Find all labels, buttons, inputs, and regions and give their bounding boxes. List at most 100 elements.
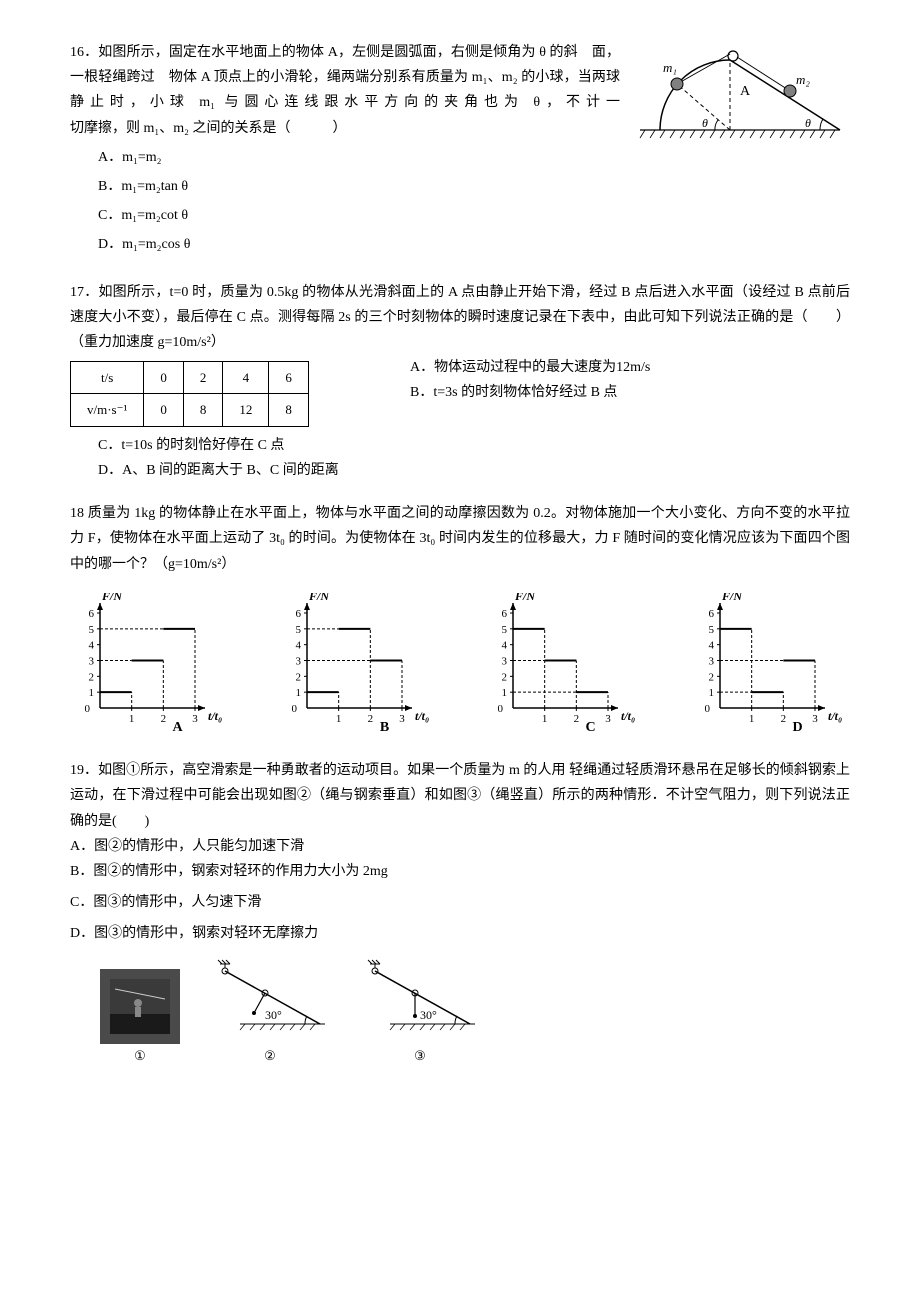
q17-row2-label: v/m·s⁻¹ — [71, 394, 144, 426]
svg-text:3: 3 — [606, 713, 612, 725]
q17-cell: 2 — [183, 362, 223, 394]
svg-text:1: 1 — [542, 713, 548, 725]
q17-table: t/s 0 2 4 6 v/m·s⁻¹ 0 8 12 8 — [70, 361, 309, 427]
q19-body: 如图①所示，高空滑索是一种勇敢者的运动项目。如果一个质量为 m 的人用 轻绳通过… — [70, 763, 850, 828]
svg-text:5: 5 — [295, 624, 301, 636]
q17-cell: 8 — [269, 394, 309, 426]
svg-text:3: 3 — [812, 713, 818, 725]
svg-text:3: 3 — [708, 655, 714, 667]
svg-text:F/N: F/N — [308, 593, 330, 603]
svg-text:1: 1 — [502, 687, 508, 699]
svg-text:D: D — [792, 720, 802, 733]
q19-figures: ① 30° — [100, 956, 850, 1067]
q19-option-d: D．图③的情形中，钢索对轻环无摩擦力 — [70, 921, 850, 946]
svg-text:1: 1 — [336, 713, 342, 725]
q19-fig2: 30° ② — [210, 956, 330, 1067]
q16-theta-right: θ — [805, 116, 811, 130]
q17-cell: 6 — [269, 362, 309, 394]
question-18: 18 质量为 1kg 的物体静止在水平面上，物体与水平面之间的动摩擦因数为 0.… — [70, 501, 850, 740]
svg-text:4: 4 — [708, 639, 714, 651]
svg-text:0: 0 — [498, 703, 504, 715]
question-16: θ θ m₁ m₂ A 16．如图所示，固定在水平地面上的物体 A，左侧是圆弧面… — [70, 40, 850, 262]
svg-text:2: 2 — [574, 713, 580, 725]
q19-fig3-label: ③ — [360, 1044, 480, 1067]
svg-text:6: 6 — [502, 608, 508, 620]
q19-fig1: ① — [100, 969, 180, 1067]
svg-text:4: 4 — [502, 639, 508, 651]
svg-text:2: 2 — [367, 713, 373, 725]
q19-number: 19． — [70, 763, 98, 778]
svg-text:6: 6 — [708, 608, 714, 620]
q16-option-c: C．m₁=m₂cot θ — [98, 203, 850, 228]
q17-option-a: A．物体运动过程中的最大速度为12m/s — [410, 355, 850, 380]
q16-theta-left: θ — [702, 116, 708, 130]
svg-text:3: 3 — [192, 713, 198, 725]
q17-option-d: D．A、B 间的距离大于 B、C 间的距离 — [98, 458, 850, 483]
svg-text:3: 3 — [399, 713, 405, 725]
svg-text:3: 3 — [502, 655, 508, 667]
svg-text:C: C — [586, 720, 596, 733]
svg-text:2: 2 — [781, 713, 787, 725]
q17-body: 如图所示，t=0 时，质量为 0.5kg 的物体从光滑斜面上的 A 点由静止开始… — [70, 285, 850, 350]
svg-text:6: 6 — [295, 608, 301, 620]
svg-text:6: 6 — [89, 608, 95, 620]
svg-text:1: 1 — [129, 713, 135, 725]
svg-text:t/t₀: t/t₀ — [415, 709, 429, 723]
q18-text: 18 质量为 1kg 的物体静止在水平面上，物体与水平面之间的动摩擦因数为 0.… — [70, 501, 850, 577]
q17-side-options: A．物体运动过程中的最大速度为12m/s B．t=3s 的时刻物体恰好经过 B … — [410, 355, 850, 405]
svg-text:5: 5 — [89, 624, 95, 636]
q19-fig2-label: ② — [210, 1044, 330, 1067]
svg-text:1: 1 — [749, 713, 755, 725]
q18-chart-A: 0123456123F/Nt/t₀A — [70, 593, 230, 740]
svg-text:2: 2 — [295, 671, 301, 683]
q18-chart-C: 0123456123F/Nt/t₀C — [483, 593, 643, 740]
svg-text:F/N: F/N — [101, 593, 123, 603]
q19-fig2-angle: 30° — [265, 1008, 282, 1022]
q16-option-d: D．m₁=m₂cos θ — [98, 232, 850, 257]
svg-text:1: 1 — [708, 687, 714, 699]
svg-text:1: 1 — [295, 687, 301, 699]
q17-cell: 0 — [144, 362, 184, 394]
svg-text:3: 3 — [89, 655, 95, 667]
q17-number: 17． — [70, 285, 98, 300]
q19-option-b: B．图②的情形中，钢索对轻环的作用力大小为 2mg — [70, 859, 850, 884]
svg-text:0: 0 — [704, 703, 710, 715]
q18-number: 18 — [70, 506, 84, 521]
svg-text:1: 1 — [89, 687, 95, 699]
svg-text:2: 2 — [89, 671, 95, 683]
q19-option-a: A．图②的情形中，人只能匀加速下滑 — [70, 834, 850, 859]
q16-label-m2: m₂ — [796, 72, 810, 87]
svg-text:B: B — [379, 720, 388, 733]
q18-chart-D: 0123456123F/Nt/t₀D — [690, 593, 850, 740]
q16-label-m1: m₁ — [663, 60, 677, 75]
svg-text:t/t₀: t/t₀ — [828, 709, 842, 723]
svg-text:0: 0 — [291, 703, 297, 715]
q19-option-c: C．图③的情形中，人匀速下滑 — [70, 890, 850, 915]
question-17: 17．如图所示，t=0 时，质量为 0.5kg 的物体从光滑斜面上的 A 点由静… — [70, 280, 850, 484]
svg-text:2: 2 — [161, 713, 167, 725]
q17-cell: 8 — [183, 394, 223, 426]
zipline-photo-icon — [100, 969, 180, 1044]
q18-body: 质量为 1kg 的物体静止在水平面上，物体与水平面之间的动摩擦因数为 0.2。对… — [70, 506, 850, 571]
svg-text:5: 5 — [502, 624, 508, 636]
q19-fig3-angle: 30° — [420, 1008, 437, 1022]
svg-text:4: 4 — [295, 639, 301, 651]
q17-cell: 0 — [144, 394, 184, 426]
q19-fig3: 30° ③ — [360, 956, 480, 1067]
svg-text:3: 3 — [295, 655, 301, 667]
q19-fig1-label: ① — [100, 1044, 180, 1067]
svg-text:0: 0 — [85, 703, 91, 715]
svg-text:t/t₀: t/t₀ — [621, 709, 635, 723]
svg-text:t/t₀: t/t₀ — [208, 709, 222, 723]
svg-text:2: 2 — [708, 671, 714, 683]
svg-text:F/N: F/N — [514, 593, 536, 603]
q19-text: 19．如图①所示，高空滑索是一种勇敢者的运动项目。如果一个质量为 m 的人用 轻… — [70, 758, 850, 834]
q16-options: A．m₁=m₂ B．m₁=m₂tan θ C．m₁=m₂cot θ D．m₁=m… — [98, 145, 850, 258]
q16-number: 16． — [70, 45, 98, 60]
q17-cell: 4 — [223, 362, 269, 394]
svg-text:4: 4 — [89, 639, 95, 651]
svg-text:F/N: F/N — [721, 593, 743, 603]
q17-option-c: C．t=10s 的时刻恰好停在 C 点 — [98, 433, 850, 458]
q17-text: 17．如图所示，t=0 时，质量为 0.5kg 的物体从光滑斜面上的 A 点由静… — [70, 280, 850, 356]
q16-option-b: B．m₁=m₂tan θ — [98, 174, 850, 199]
